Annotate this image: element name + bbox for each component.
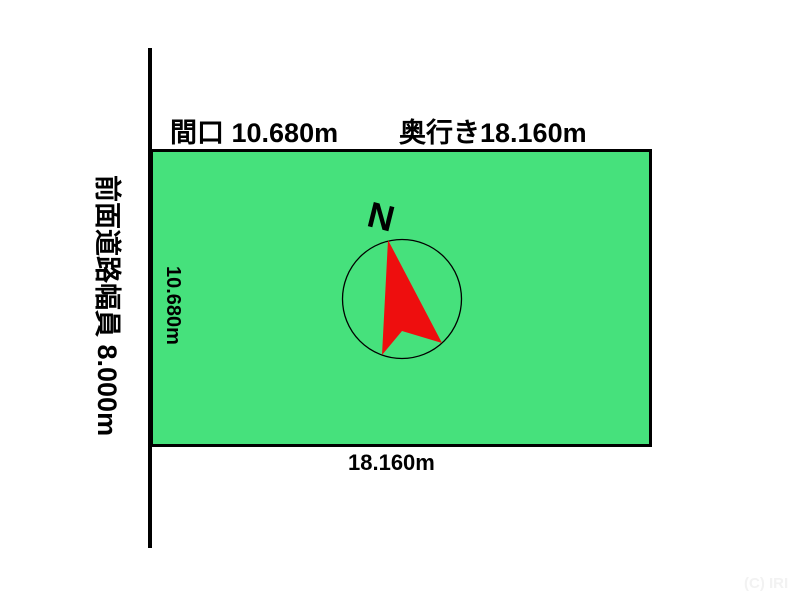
depth-dimension-label: 奥行き18.160m [399,118,587,148]
bottom-edge-dimension-label: 18.160m [348,450,435,475]
plot-area [150,149,652,447]
copyright-text: (C) IRI [744,575,789,592]
left-edge-dimension-label: 10.680m [162,266,184,345]
frontage-dimension-label: 間口 10.680m [170,118,339,148]
front-road-width-label: 前面道路幅員 8.000m [92,175,122,437]
